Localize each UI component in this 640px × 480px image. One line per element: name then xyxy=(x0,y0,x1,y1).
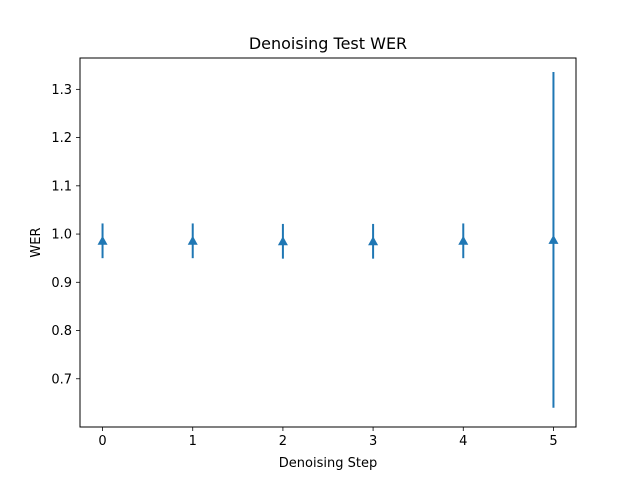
y-tick-label: 1.2 xyxy=(51,131,72,146)
y-tick-label: 0.8 xyxy=(51,324,72,339)
x-tick-label: 5 xyxy=(549,434,557,449)
x-tick-label: 4 xyxy=(459,434,467,449)
data-markers xyxy=(97,234,559,246)
data-point xyxy=(187,235,198,245)
data-point xyxy=(458,235,469,245)
y-tick-label: 0.7 xyxy=(51,372,72,387)
y-axis-ticks: 0.7 0.8 0.9 1.0 1.1 1.2 1.3 xyxy=(51,83,80,387)
x-tick-label: 1 xyxy=(189,434,197,449)
x-axis-label: Denoising Step xyxy=(279,456,377,471)
data-point xyxy=(97,235,108,245)
x-tick-label: 2 xyxy=(279,434,287,449)
data-point xyxy=(277,236,288,246)
axes-frame xyxy=(79,57,577,428)
y-axis-label: WER xyxy=(29,227,44,257)
chart-title: Denoising Test WER xyxy=(249,34,407,53)
data-point xyxy=(368,236,379,246)
y-tick-label: 1.3 xyxy=(51,83,72,98)
x-tick-label: 0 xyxy=(98,434,106,449)
data-point xyxy=(548,234,559,244)
x-tick-label: 3 xyxy=(369,434,377,449)
y-tick-label: 0.9 xyxy=(51,276,72,291)
y-tick-label: 1.1 xyxy=(51,179,72,194)
y-tick-label: 1.0 xyxy=(51,228,72,243)
x-axis-ticks: 0 1 2 3 4 5 xyxy=(98,427,558,449)
